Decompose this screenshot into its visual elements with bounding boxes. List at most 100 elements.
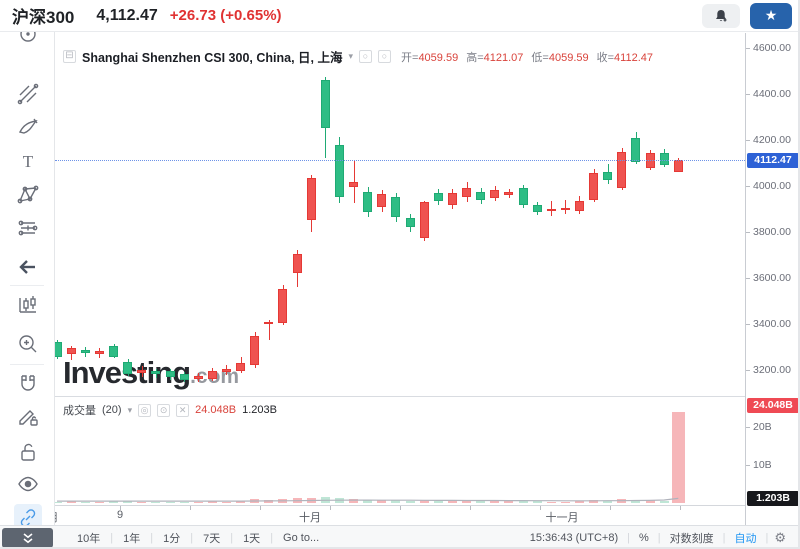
candle-body <box>109 345 118 357</box>
candle-body <box>405 218 415 227</box>
volume-title[interactable]: 成交量 <box>63 405 96 417</box>
forecast-icon[interactable] <box>14 214 42 242</box>
pane-separator[interactable] <box>55 396 745 397</box>
candle-body <box>589 172 599 200</box>
magnet-icon[interactable] <box>14 370 42 398</box>
auto-scale-button[interactable]: 自动 <box>734 532 757 545</box>
price-axis[interactable]: 4600.00 4400.00 4200.00 4000.00 3800.00 3600.… <box>745 33 798 525</box>
volume-bar <box>165 501 175 503</box>
volume-bar <box>137 501 147 503</box>
range-button-7天[interactable]: 7天 <box>203 532 221 545</box>
candle-body <box>419 202 429 238</box>
candle-body <box>165 370 175 377</box>
zoom-in-icon[interactable] <box>14 330 42 358</box>
candle-body <box>137 370 147 373</box>
volume-bar <box>631 499 641 503</box>
unlock-icon[interactable] <box>14 438 42 466</box>
price-tick-label: 3800.00 <box>746 226 791 238</box>
high-label: 高= <box>466 51 484 64</box>
volume-ma-tag: 1.203B <box>747 490 798 506</box>
divider: | <box>230 531 234 544</box>
legend-visibility-icon[interactable]: ○ <box>359 50 372 63</box>
volume-value: 24.048B <box>195 404 237 416</box>
low-label: 低= <box>531 51 549 64</box>
price-tick-label: 3400.00 <box>746 318 791 330</box>
candle-body <box>123 361 133 374</box>
date-range-buttons: 10年 | 1年 | 1分 | 7天 | 1天 <box>67 530 270 546</box>
divider: | <box>765 531 769 544</box>
candle-body <box>504 192 514 195</box>
time-axis-label: 9 <box>116 509 124 521</box>
clock-readout[interactable]: 15:36:43 (UTC+8) <box>529 531 619 544</box>
high-value: 4121.07 <box>483 51 524 64</box>
divider: | <box>190 531 194 544</box>
candle-body <box>476 192 486 201</box>
eye-icon[interactable] <box>14 470 42 498</box>
ohlc-readout: 开=4059.59 高=4121.07 低=4059.59 收=4112.47 <box>401 49 653 65</box>
time-axis-label: 十月 <box>299 512 321 524</box>
time-axis[interactable]: 月 9 十月 十一月 <box>55 505 745 525</box>
volume-bar <box>433 500 443 503</box>
volume-bar <box>603 500 613 503</box>
volume-bar <box>659 500 669 503</box>
candle-body <box>349 181 358 187</box>
chart-title[interactable]: Shanghai Shenzhen CSI 300, China, 日, 上海 <box>82 51 343 65</box>
volume-close-icon[interactable]: ✕ <box>176 403 190 417</box>
volume-bar <box>476 501 486 503</box>
create-alert-button[interactable] <box>702 3 740 28</box>
volume-param: (20) <box>102 404 122 416</box>
volume-bar <box>391 500 401 503</box>
drawing-pencil-lock-icon[interactable] <box>14 403 42 431</box>
range-button-1年[interactable]: 1年 <box>123 532 141 545</box>
time-axis-tick <box>400 506 401 510</box>
candle-body <box>278 289 288 323</box>
open-value: 4059.59 <box>418 51 459 64</box>
last-price: 4,112.47 <box>96 6 158 24</box>
candle-body <box>603 172 613 181</box>
back-arrow-icon[interactable] <box>14 253 42 281</box>
chevron-down-icon[interactable]: ▾ <box>348 51 353 61</box>
xabcd-pattern-icon[interactable] <box>14 181 42 209</box>
divider: | <box>150 531 154 544</box>
volume-visibility-icon[interactable]: ◎ <box>138 403 152 417</box>
goto-button[interactable]: Go to... <box>283 531 320 544</box>
volume-settings-icon[interactable]: ⊙ <box>157 403 171 417</box>
trend-line-tools-icon[interactable] <box>14 80 42 108</box>
volume-bar <box>80 501 90 503</box>
candle-body <box>151 370 161 374</box>
add-to-watchlist-button[interactable]: ★ <box>750 2 792 29</box>
percent-scale-button[interactable]: % <box>638 531 649 544</box>
volume-bar <box>546 501 556 503</box>
last-price-line <box>55 160 745 162</box>
range-button-1天[interactable]: 1天 <box>243 532 261 545</box>
chart-stage[interactable]: Investing.com ⊟ Shanghai Shenzhen CSI 30… <box>55 33 745 525</box>
volume-bar <box>560 501 570 503</box>
time-axis-tick <box>260 506 261 510</box>
measure-candles-icon[interactable] <box>14 290 42 318</box>
last-price-tag: 4112.47 <box>747 152 798 168</box>
quote-top-bar: 沪深300 4,112.47 +26.73 (+0.65%) ★ <box>0 0 798 32</box>
candle-body <box>462 188 471 198</box>
range-button-1分[interactable]: 1分 <box>163 532 181 545</box>
time-axis-label: 十一月 <box>545 512 579 524</box>
log-scale-button[interactable]: 对数刻度 <box>669 532 714 545</box>
candle-body <box>179 373 189 380</box>
range-button-10年[interactable]: 10年 <box>77 532 101 545</box>
candle-wick <box>353 160 355 203</box>
candle-body <box>391 197 401 217</box>
chevron-down-icon[interactable]: ▾ <box>127 404 133 415</box>
legend-settings-icon[interactable]: ○ <box>378 50 391 63</box>
candle-body <box>363 192 373 212</box>
close-label: 收= <box>596 51 615 64</box>
collapse-toolbar-button[interactable] <box>2 527 53 547</box>
candle-body <box>221 368 231 372</box>
price-tick-label: 4000.00 <box>746 180 791 192</box>
collapse-pane-icon[interactable]: ⊟ <box>63 50 76 63</box>
gear-icon[interactable]: ⚙ <box>774 529 786 545</box>
candle-body <box>518 188 528 206</box>
text-tool-icon[interactable]: T <box>22 152 34 171</box>
candle-body <box>617 152 627 189</box>
price-tick-label: 4200.00 <box>746 134 791 146</box>
brush-icon[interactable] <box>14 114 42 142</box>
